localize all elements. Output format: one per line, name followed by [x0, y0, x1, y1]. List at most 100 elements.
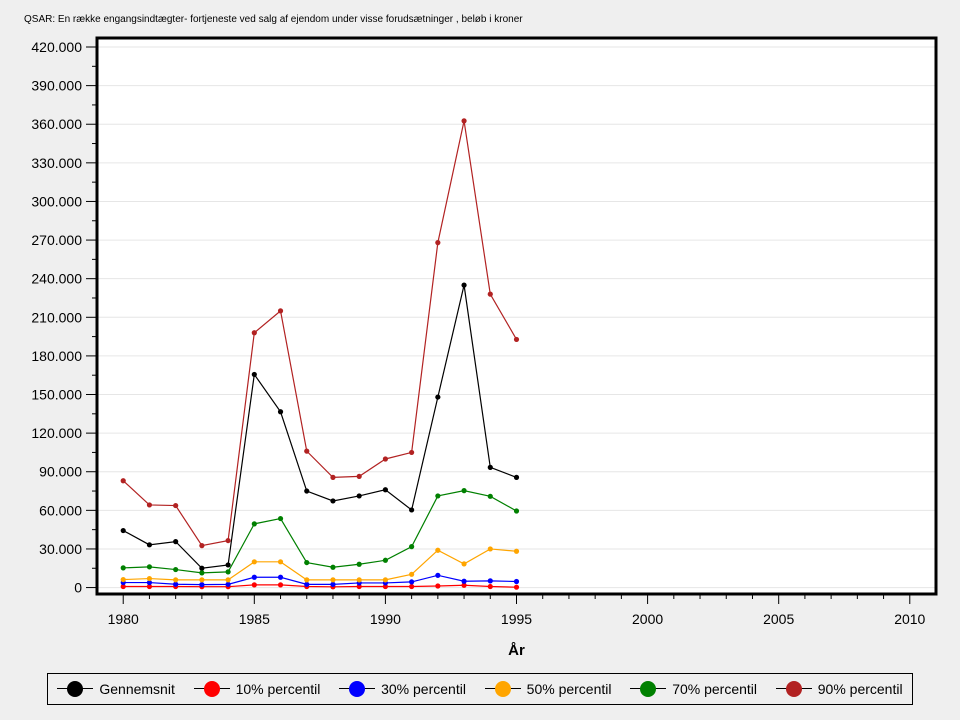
data-point	[382, 456, 389, 462]
data-point	[277, 515, 284, 522]
data-point	[225, 569, 231, 575]
plot-border	[95, 36, 938, 596]
data-point	[461, 282, 467, 288]
y-tick-label: 360.000	[31, 116, 82, 132]
data-point	[225, 562, 231, 568]
x-tick-label: 1995	[501, 611, 532, 627]
data-point	[487, 546, 493, 552]
data-point	[330, 577, 336, 583]
series-line	[123, 490, 517, 574]
y-tick-label: 60.000	[39, 502, 82, 518]
legend-item: 10% percentil	[193, 681, 321, 697]
chart-title: QSAR: En række engangsindtægter- fortjen…	[24, 14, 523, 25]
data-point	[199, 577, 205, 583]
data-point	[146, 502, 153, 508]
data-point	[225, 581, 231, 587]
data-point	[435, 583, 441, 589]
series-line	[123, 574, 517, 586]
legend-marker-icon	[57, 681, 94, 697]
data-point	[513, 584, 520, 590]
data-point	[173, 581, 179, 587]
series-line	[122, 120, 518, 547]
data-point	[199, 570, 205, 576]
legend-label: 90% percentil	[817, 681, 903, 697]
legend-marker-icon	[484, 681, 521, 697]
data-point	[487, 583, 493, 590]
legend-label: 70% percentil	[672, 681, 758, 697]
data-point	[409, 544, 415, 550]
legend-item: Gennemsnit	[57, 681, 175, 697]
series-line	[123, 548, 517, 581]
data-point	[120, 527, 126, 534]
legend-label: 50% percentil	[526, 681, 612, 697]
data-point	[251, 574, 257, 580]
data-point	[330, 498, 336, 504]
data-point	[435, 493, 441, 499]
y-tick-label: 240.000	[31, 271, 82, 287]
data-point	[277, 409, 284, 415]
data-point	[251, 330, 257, 336]
data-point	[225, 577, 231, 583]
legend-marker-icon	[775, 681, 812, 697]
data-point	[382, 487, 389, 493]
data-point	[120, 478, 126, 484]
data-point	[173, 502, 179, 509]
data-point	[356, 577, 362, 583]
series-line	[122, 284, 517, 569]
series-30-percentil	[120, 572, 520, 588]
data-point	[330, 474, 336, 480]
data-point	[304, 577, 310, 583]
data-point	[146, 579, 153, 586]
data-point	[513, 508, 520, 514]
y-tick-label: 90.000	[39, 464, 82, 480]
data-point	[251, 559, 257, 565]
data-point	[461, 488, 467, 494]
data-point	[356, 473, 362, 479]
data-point	[409, 579, 415, 585]
data-point	[409, 449, 415, 456]
data-point	[356, 583, 362, 590]
data-point	[225, 537, 231, 544]
data-point	[120, 576, 126, 583]
data-point	[487, 464, 493, 470]
data-point	[199, 582, 205, 588]
data-point	[487, 493, 493, 499]
data-point	[435, 240, 441, 246]
data-point	[382, 557, 389, 563]
x-axis-label: År	[508, 642, 525, 659]
data-point	[277, 559, 284, 565]
legend-marker-icon	[339, 681, 376, 697]
series-70-percentil	[120, 488, 520, 576]
y-tick-label: 120.000	[31, 425, 82, 441]
data-point	[304, 581, 310, 587]
data-point	[277, 308, 284, 314]
data-point	[120, 583, 126, 590]
series-gennemsnit	[120, 282, 520, 571]
legend-label: 10% percentil	[235, 681, 321, 697]
data-point	[304, 559, 310, 566]
data-point	[435, 572, 441, 578]
legend-item: 30% percentil	[339, 681, 466, 697]
legend-marker-icon	[193, 681, 230, 697]
data-point	[382, 577, 389, 583]
legend-item: 50% percentil	[484, 681, 612, 697]
x-tick-label: 1985	[239, 611, 270, 627]
data-point	[513, 474, 520, 480]
data-point	[487, 291, 493, 297]
y-tick-label: 150.000	[31, 387, 82, 403]
data-point	[409, 571, 415, 577]
data-point	[487, 578, 493, 584]
data-point	[146, 542, 153, 548]
y-tick-label: 270.000	[31, 232, 82, 248]
legend-label: 30% percentil	[381, 681, 466, 697]
data-point	[330, 564, 336, 570]
data-point	[356, 493, 362, 499]
data-point	[277, 582, 284, 588]
data-point	[435, 547, 441, 553]
data-point	[461, 561, 467, 567]
data-point	[330, 581, 336, 587]
data-point	[513, 578, 520, 585]
data-point	[173, 539, 179, 545]
